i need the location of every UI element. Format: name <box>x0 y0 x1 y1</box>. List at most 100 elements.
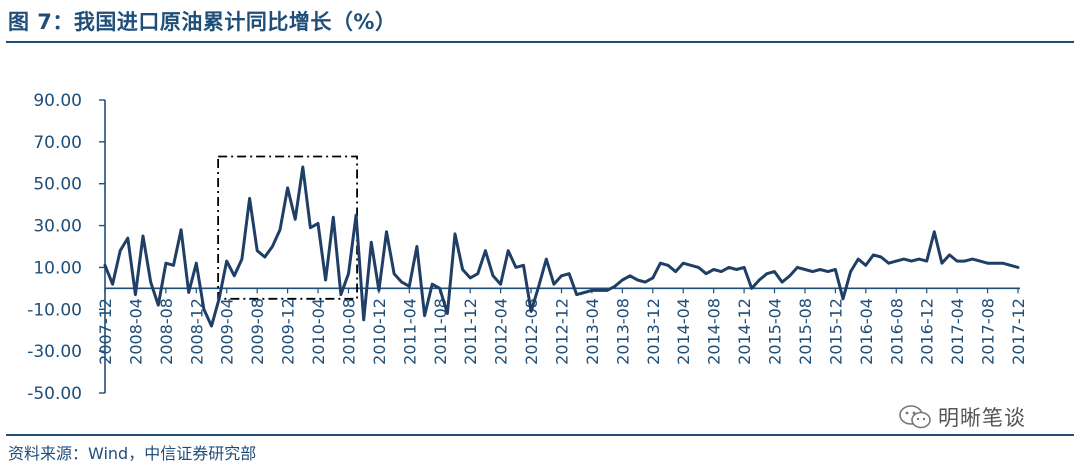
x-tick-label: 2013-12 <box>644 298 663 365</box>
data-point <box>469 277 472 279</box>
data-point <box>849 270 852 273</box>
data-point <box>887 262 890 265</box>
data-point <box>492 275 494 277</box>
data-point <box>218 298 220 300</box>
data-point <box>537 285 540 288</box>
data-point <box>499 283 502 286</box>
data-point <box>728 266 730 269</box>
data-point <box>332 216 335 218</box>
x-tick-label: 2009-04 <box>218 298 237 365</box>
data-point <box>766 272 768 275</box>
data-point <box>758 279 761 281</box>
data-point <box>994 262 996 265</box>
data-point <box>423 314 426 317</box>
data-point <box>659 262 662 265</box>
data-point <box>225 260 228 262</box>
data-point <box>819 268 821 271</box>
data-point <box>530 310 532 313</box>
x-tick-label: 2012-08 <box>522 298 541 365</box>
data-point <box>591 289 593 292</box>
data-point <box>583 291 586 294</box>
x-tick-label: 2008-08 <box>157 298 176 365</box>
data-point <box>378 289 380 292</box>
data-point <box>948 254 951 256</box>
x-tick-label: 2014-08 <box>705 298 724 365</box>
data-point <box>918 258 920 260</box>
data-point <box>568 272 570 275</box>
source-note: 资料来源：Wind，中信证券研究部 <box>8 444 257 463</box>
chart-title: 图 7：我国进口原油累计同比增长（%） <box>8 10 397 34</box>
data-point <box>986 262 989 265</box>
data-point <box>956 260 958 262</box>
data-point <box>104 264 106 267</box>
data-point <box>963 260 966 262</box>
data-point <box>979 260 981 262</box>
data-point <box>1009 264 1012 267</box>
watermark-text: 明晰笔谈 <box>938 406 1026 430</box>
data-point <box>119 249 121 252</box>
data-point <box>857 258 859 260</box>
x-tick-label: 2011-04 <box>400 298 419 365</box>
y-tick-label: -10.00 <box>27 300 82 320</box>
data-point <box>355 214 357 216</box>
y-tick-label: 10.00 <box>33 258 82 278</box>
data-point <box>340 293 342 296</box>
x-axis: 2007-12 2008-04 2008-08 2008-12 2009-04 2009-… <box>96 287 1028 365</box>
data-point <box>614 285 616 288</box>
data-point <box>271 245 274 248</box>
data-point <box>400 281 403 283</box>
data-point <box>865 264 867 267</box>
data-point <box>385 231 388 233</box>
data-point <box>827 270 829 273</box>
data-point <box>690 264 692 267</box>
x-tick-label: 2007-12 <box>96 298 115 365</box>
data-point <box>652 277 654 279</box>
data-point <box>515 266 517 269</box>
data-point <box>309 226 312 229</box>
highlight-box <box>217 155 358 300</box>
data-point <box>439 287 441 290</box>
data-point <box>941 262 943 265</box>
data-point <box>507 249 510 252</box>
data-point <box>317 222 319 225</box>
y-tick-label: 30.00 <box>33 217 82 237</box>
data-point <box>789 275 791 277</box>
data-point <box>834 268 837 271</box>
x-tick-label: 2009-08 <box>248 298 267 365</box>
data-point <box>895 260 898 262</box>
x-tick-label: 2009-12 <box>279 298 298 365</box>
data-point <box>674 270 677 273</box>
data-point <box>370 241 373 244</box>
data-point <box>925 260 928 262</box>
x-tick-label: 2008-04 <box>126 298 145 365</box>
data-point <box>203 308 205 311</box>
data-point <box>142 235 144 237</box>
x-tick-label: 2012-12 <box>553 298 572 365</box>
data-point <box>804 268 806 271</box>
data-point <box>811 270 814 273</box>
data-point <box>477 272 479 275</box>
series-group <box>103 165 1020 328</box>
data-point <box>773 270 776 273</box>
data-point <box>750 287 753 290</box>
data-point <box>720 270 723 273</box>
data-point <box>294 218 297 221</box>
x-tick-label: 2012-04 <box>492 298 511 365</box>
watermark: 明晰笔谈 <box>898 402 1026 432</box>
x-tick-label: 2008-12 <box>187 298 206 365</box>
data-point <box>903 258 905 260</box>
highlight-box-group <box>217 155 358 300</box>
data-point <box>286 187 289 189</box>
data-point <box>187 291 190 294</box>
data-point <box>705 272 707 275</box>
y-axis: 90.00 70.00 50.00 30.00 10.00 -10.00 -30.00 -50… <box>27 91 106 404</box>
data-point <box>735 268 738 271</box>
data-point <box>796 266 799 269</box>
data-point <box>362 319 365 321</box>
data-point <box>302 166 304 168</box>
y-tick-label: -30.00 <box>27 342 82 362</box>
data-point <box>743 266 745 269</box>
data-point <box>210 325 213 327</box>
x-tick-label: 2011-08 <box>431 298 450 365</box>
x-tick-label: 2010-12 <box>370 298 389 365</box>
